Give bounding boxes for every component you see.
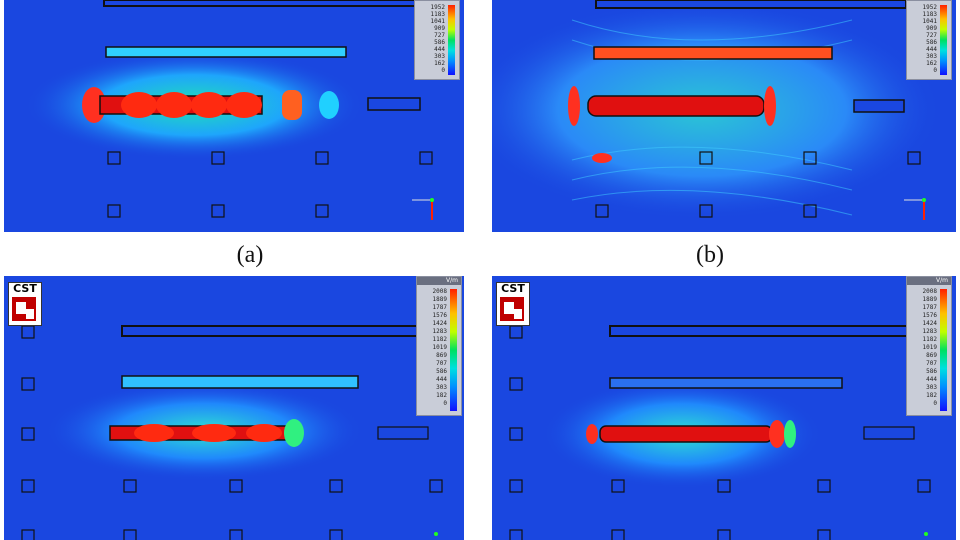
legend-tick: 1182	[432, 336, 447, 343]
waveguide-right	[367, 97, 421, 111]
cst-logo-d: CST	[496, 282, 530, 326]
color-legend-d: V/m 2008 1889 1787 1576 1424 1283 1182 1…	[906, 276, 952, 416]
field-panel-b: 1952 1183 1041 909 727 586 444 303 162 0	[492, 0, 956, 232]
legend-tick: 727	[434, 32, 445, 39]
hotspot-right	[282, 90, 302, 120]
legend-tick: 0	[933, 67, 937, 74]
legend-tick: 1183	[430, 11, 445, 18]
legend-tick: 1576	[922, 312, 937, 319]
legend-tick: 869	[926, 352, 937, 359]
legend-tick: 1019	[432, 344, 447, 351]
waveguide-top	[103, 0, 425, 7]
ring-markers-row1	[107, 151, 433, 165]
caption-b: (b)	[696, 242, 724, 268]
logo-text: CST	[13, 282, 37, 295]
legend-tick: 1182	[922, 336, 937, 343]
legend-tick: 444	[434, 46, 445, 53]
legend-tick: 0	[933, 400, 937, 407]
legend-tick: 2008	[922, 288, 937, 295]
legend-tick: 1889	[432, 296, 447, 303]
legend-tick: 1424	[922, 320, 937, 327]
axis-indicator	[412, 198, 434, 220]
legend-tick: 303	[436, 384, 447, 391]
legend-tick: 1787	[922, 304, 937, 311]
legend-tick: 1283	[432, 328, 447, 335]
cst-logo-c: CST	[8, 282, 42, 326]
field-plot-d	[509, 325, 931, 540]
legend-tick: 1952	[922, 4, 937, 11]
field-panel-d: CST V/m 2008 1889 1787 1576 1424 1283 11…	[492, 276, 956, 540]
legend-tick: 707	[436, 360, 447, 367]
color-legend-c: V/m 2008 1889 1787 1576 1424 1283 1182 1…	[416, 276, 462, 416]
legend-tick: 162	[434, 60, 445, 67]
legend-tick: 444	[926, 376, 937, 383]
legend-tick: 1787	[432, 304, 447, 311]
legend-tick: 586	[926, 368, 937, 375]
field-panel-c: CST V/m 2008 1889 1787 1576 1424 1283 11…	[4, 276, 464, 540]
ring-markers-row2	[107, 204, 329, 218]
field-panel-a: 1952 1183 1041 909 727 586 444 303 162 0	[4, 0, 464, 232]
legend-tick: 303	[926, 384, 937, 391]
legend-tick: 1041	[922, 18, 937, 25]
legend-tick: 182	[926, 392, 937, 399]
legend-tick: 162	[926, 60, 937, 67]
legend-tick: 586	[436, 368, 447, 375]
legend-tick: 444	[436, 376, 447, 383]
legend-tick: 1019	[922, 344, 937, 351]
caption-a: (a)	[236, 242, 264, 268]
legend-tick: 0	[441, 67, 445, 74]
color-legend-a: 1952 1183 1041 909 727 586 444 303 162 0	[414, 0, 460, 80]
legend-tick: 303	[434, 53, 445, 60]
legend-tick: 1952	[430, 4, 445, 11]
legend-tick: 1424	[432, 320, 447, 327]
legend-tick: 909	[434, 25, 445, 32]
legend-tick: 1041	[430, 18, 445, 25]
legend-tick: 1889	[922, 296, 937, 303]
legend-tick: 909	[926, 25, 937, 32]
legend-tick: 1183	[922, 11, 937, 18]
logo-text: CST	[501, 282, 525, 295]
legend-tick: 727	[926, 32, 937, 39]
legend-tick: 444	[926, 46, 937, 53]
legend-tick: 303	[926, 53, 937, 60]
color-legend-b: 1952 1183 1041 909 727 586 444 303 162 0	[906, 0, 952, 80]
legend-tick: 2008	[432, 288, 447, 295]
legend-unit: V/m	[907, 277, 951, 285]
legend-tick: 1576	[432, 312, 447, 319]
legend-tick: 869	[436, 352, 447, 359]
legend-tick: 707	[926, 360, 937, 367]
legend-tick: 0	[443, 400, 447, 407]
field-plot-c	[21, 325, 443, 540]
legend-tick: 1283	[922, 328, 937, 335]
field-plot-b	[492, 0, 942, 220]
legend-tick: 182	[436, 392, 447, 399]
legend-tick: 586	[434, 39, 445, 46]
field-plot-a	[24, 0, 434, 220]
legend-tick: 586	[926, 39, 937, 46]
legend-unit: V/m	[417, 277, 461, 285]
waveguide-middle	[105, 46, 347, 58]
